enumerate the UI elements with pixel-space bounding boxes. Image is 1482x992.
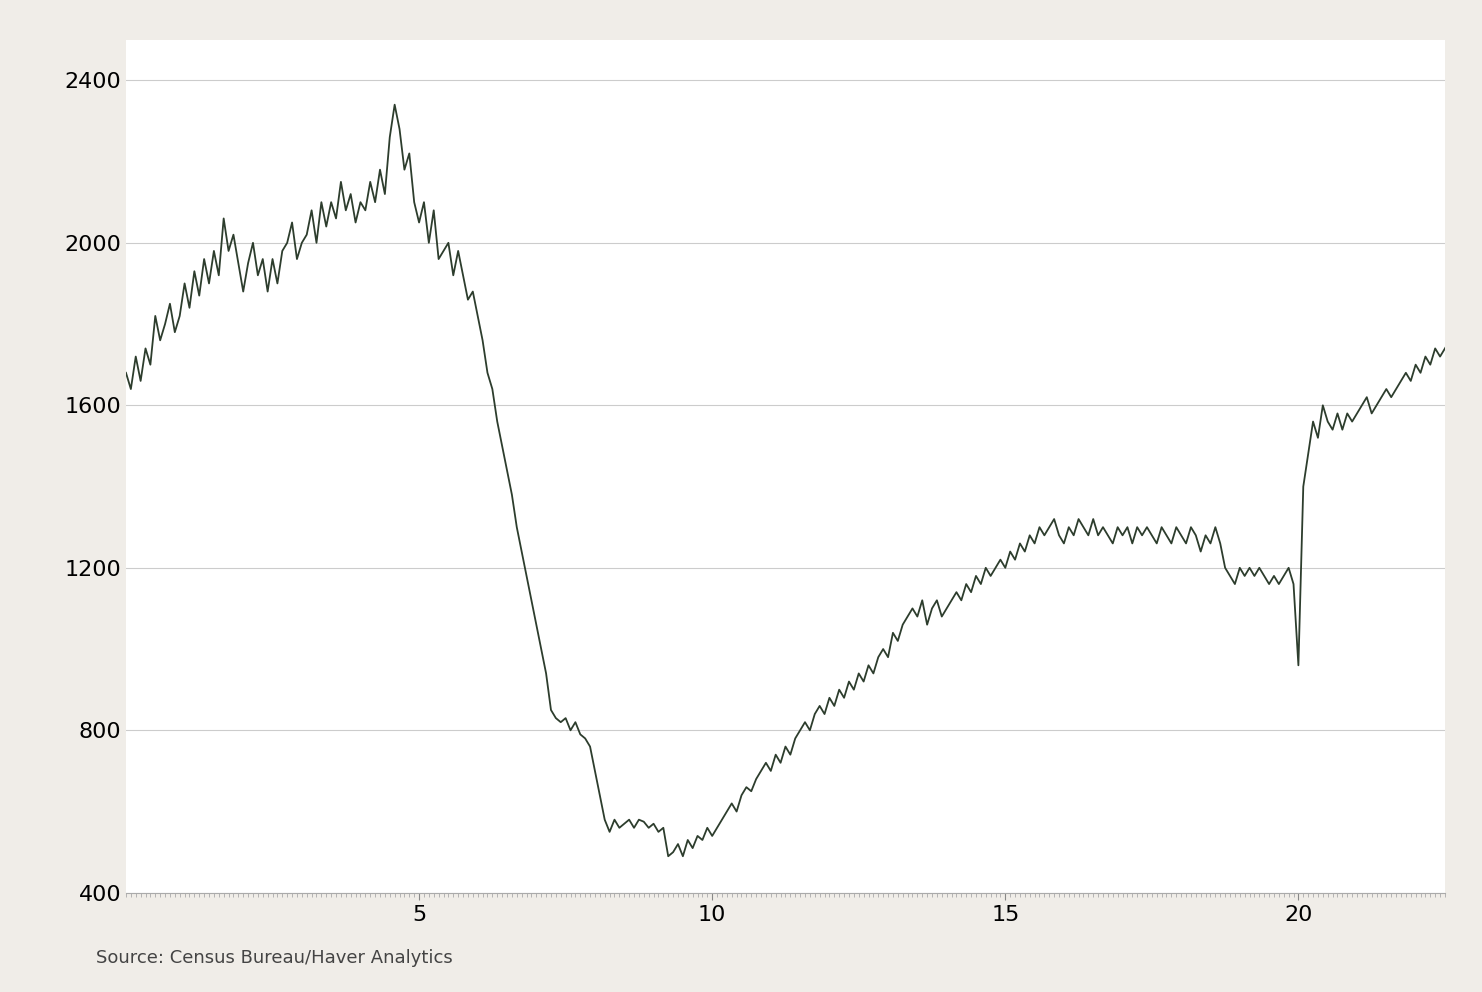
Text: Source: Census Bureau/Haver Analytics: Source: Census Bureau/Haver Analytics — [96, 949, 453, 967]
